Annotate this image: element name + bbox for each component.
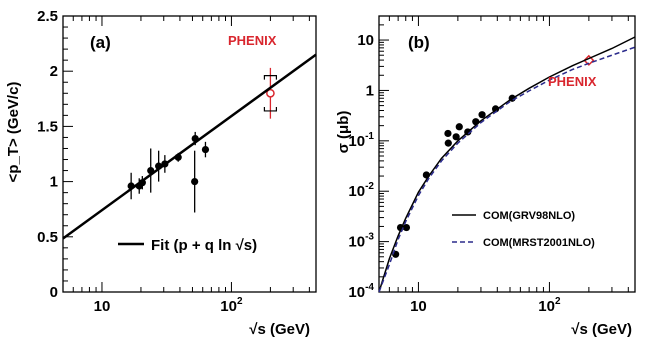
sys-bracket-top-a	[263, 75, 278, 80]
y-tick-label-b: 10	[357, 32, 374, 49]
panel-label-b: (b)	[408, 33, 430, 52]
y-tick-label-b: 10-4	[348, 282, 374, 301]
plot-frame-a	[62, 15, 317, 293]
x-tick-label-b: 10	[410, 298, 427, 315]
data-point-a	[201, 145, 210, 154]
x-axis-label-a: √s (GeV)	[249, 321, 310, 338]
data-point-b	[402, 223, 411, 232]
panel-a: 10 102 0 0.5 1 1.5 2 2.5 (a) PHENIX Fit (p + q …	[5, 8, 317, 338]
data-point-a	[191, 178, 199, 186]
y-tick-label-a: 1	[50, 174, 58, 191]
y-axis-label-b: σ (μb)	[335, 111, 352, 154]
data-point-b	[452, 133, 460, 141]
series-line-b-2	[378, 36, 636, 293]
y-tick-label-a: 2	[50, 63, 58, 80]
y-axis-label-a: <p_T> (GeV/c)	[5, 82, 22, 183]
legend-b: COM(GRV98NLO) COM(MRST2001NLO)	[452, 210, 595, 249]
series-line-a-2	[62, 53, 317, 240]
y-tick-label-a: 0	[50, 284, 58, 301]
data-point-b	[455, 123, 463, 131]
phenix-annotation-b: PHENIX	[548, 74, 597, 89]
y-tick-label-b: 1	[366, 82, 374, 99]
x-tick-label-a: 102	[220, 296, 243, 315]
y-tick-label-a: 0.5	[37, 229, 58, 246]
y-tick-label-b: 10-3	[348, 232, 374, 251]
panel-b: 10 102 10-4 10-3 10-2 10-1 1 10 (b) PHENIX COM(…	[335, 15, 636, 338]
plot-frame-b	[378, 15, 636, 293]
y-tick-label-a: 1.5	[37, 118, 58, 135]
panel-label-a: (a)	[90, 33, 111, 52]
x-tick-label-a: 10	[94, 298, 111, 315]
data-point-b	[472, 118, 480, 126]
data-point-b	[478, 111, 486, 119]
y-tick-label-a: 2.5	[37, 8, 58, 25]
phenix-annotation-a: PHENIX	[228, 33, 277, 48]
data-point-b	[444, 139, 452, 147]
sys-bracket-bottom-a	[263, 106, 278, 112]
phenix-point-a	[266, 88, 275, 98]
series-line-b-3	[378, 46, 636, 293]
y-tick-label-b: 10-1	[348, 131, 374, 150]
legend-fit-label: Fit (p + q ln √s)	[151, 237, 257, 254]
legend-grv-label: COM(GRV98NLO)	[483, 210, 575, 222]
x-tick-label-b: 102	[538, 296, 561, 315]
y-tick-label-b: 10-2	[348, 181, 374, 200]
legend-a: Fit (p + q ln √s)	[118, 237, 257, 254]
data-point-b	[444, 129, 452, 138]
x-axis-label-b: √s (GeV)	[571, 321, 632, 338]
legend-mrst-label: COM(MRST2001NLO)	[483, 237, 595, 249]
